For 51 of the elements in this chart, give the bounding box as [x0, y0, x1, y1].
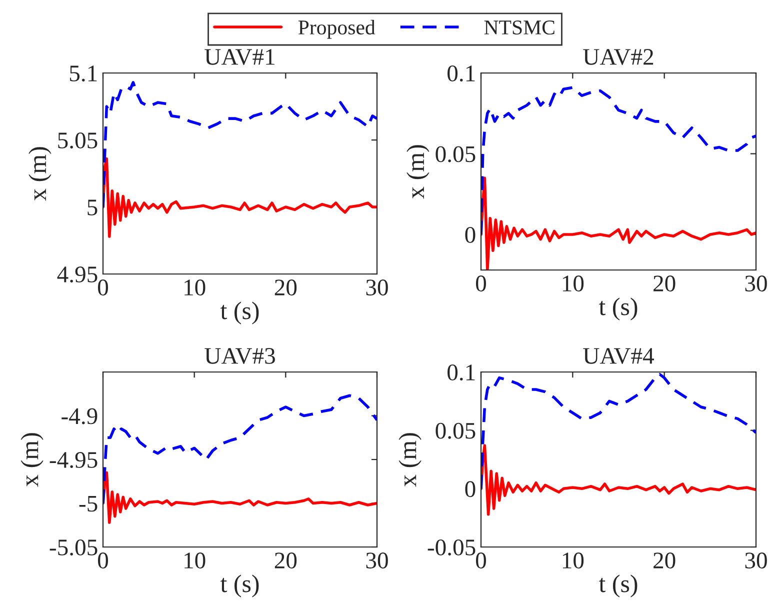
x-tick-label: 10 — [184, 552, 206, 568]
y-tick-label: 0.1 — [448, 364, 475, 381]
line-series — [481, 444, 756, 516]
x-tick-label: 10 — [562, 552, 584, 568]
x-tick-label: 20 — [654, 552, 676, 568]
y-tick-label: 0.1 — [448, 65, 475, 82]
x-tick-label: 20 — [654, 276, 676, 292]
y-tick-label: 5.05 — [58, 132, 98, 149]
x-tick-label: 0 — [98, 552, 108, 568]
x-tick-label: 10 — [562, 276, 584, 292]
y-tick-label: 5.1 — [70, 66, 97, 82]
legend-label: Proposed — [298, 20, 376, 39]
y-tick-label: 0 — [465, 226, 476, 243]
x-tick-label: 0 — [476, 552, 486, 568]
y-tick-label: 4.95 — [57, 266, 98, 283]
line-series — [103, 471, 377, 524]
x-axis-title: t (s) — [220, 302, 259, 324]
x-tick-label: 0 — [98, 280, 108, 296]
chart-title: UAV#2 — [583, 49, 654, 66]
y-tick-label: -5 — [79, 496, 98, 512]
y-tick-label: 0 — [465, 481, 476, 498]
x-axis-title: t (s) — [598, 298, 638, 320]
y-axis-title: x (m) — [20, 433, 44, 487]
y-tick-label: -4.9 — [62, 408, 98, 424]
chart-title: UAV#1 — [204, 49, 274, 66]
line-series — [481, 86, 756, 236]
y-axis-title: x (m) — [406, 145, 430, 199]
x-tick-label: 0 — [476, 276, 486, 292]
y-tick-label: -4.95 — [50, 452, 98, 468]
y-tick-label: -5.05 — [50, 539, 98, 556]
y-axis-title: x (m) — [28, 147, 52, 201]
chart-title: UAV#4 — [583, 348, 654, 364]
y-tick-label: 5 — [88, 200, 98, 216]
line-series — [103, 157, 377, 238]
line-series — [103, 394, 377, 505]
y-tick-label: 0.05 — [436, 146, 476, 162]
y-tick-label: -0.05 — [428, 539, 476, 556]
x-axis-title: t (s) — [598, 574, 638, 598]
x-tick-label: 20 — [274, 280, 297, 296]
y-axis-title: x (m) — [398, 433, 422, 487]
legend-label: NTSMC — [484, 20, 554, 35]
x-tick-label: 30 — [745, 276, 767, 292]
x-tick-label: 30 — [366, 280, 388, 296]
x-tick-label: 10 — [184, 280, 206, 296]
chart-title: UAV#3 — [204, 348, 275, 364]
line-series — [103, 80, 377, 208]
x-tick-label: 20 — [274, 552, 297, 568]
y-tick-label: 0.05 — [436, 422, 476, 439]
x-tick-label: 30 — [745, 552, 767, 568]
x-axis-title: t (s) — [220, 574, 259, 598]
x-tick-label: 30 — [366, 552, 388, 568]
